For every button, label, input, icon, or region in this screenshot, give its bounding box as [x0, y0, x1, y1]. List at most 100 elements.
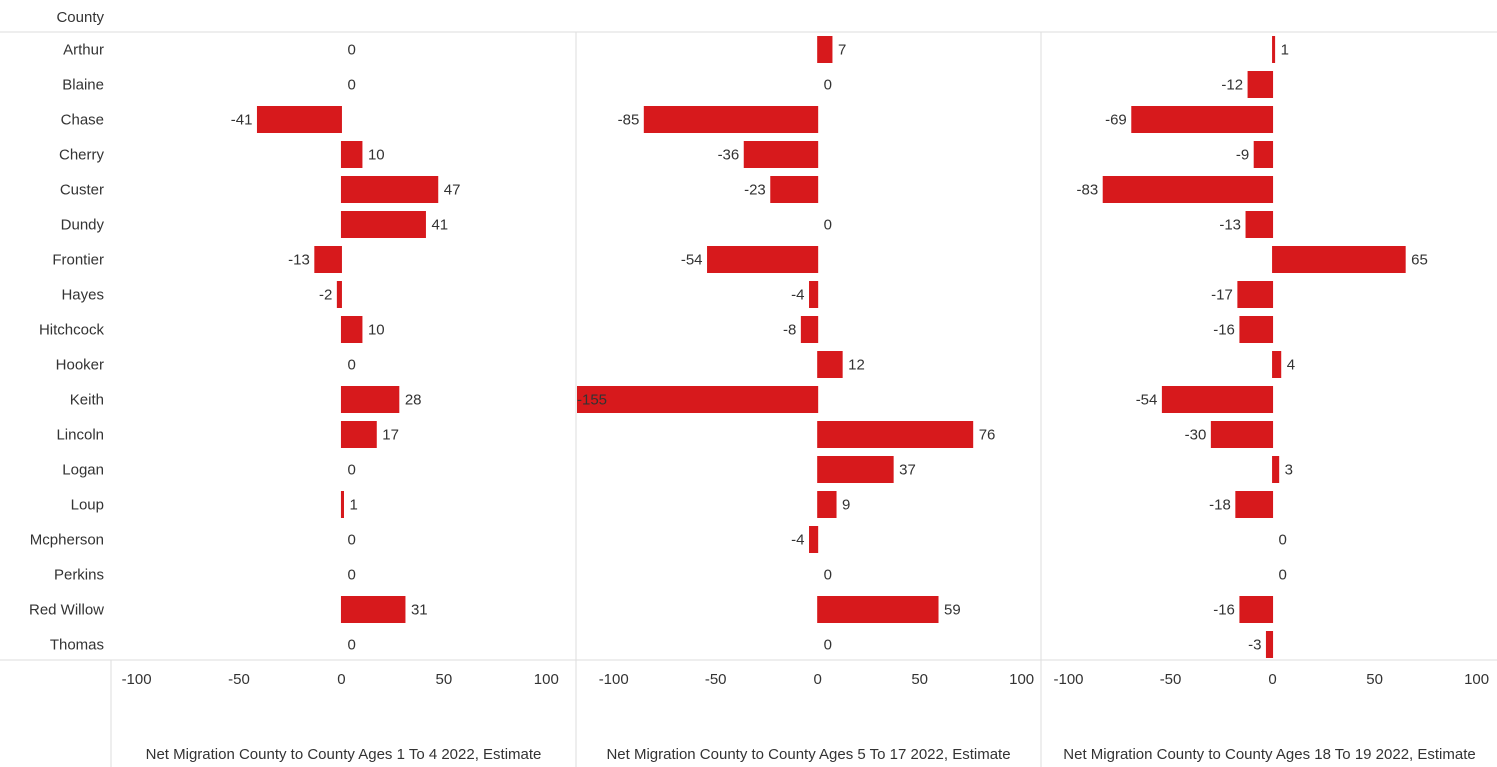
bar	[1272, 36, 1276, 63]
value-label: -4	[791, 286, 804, 303]
bar	[1239, 316, 1274, 343]
value-label: 0	[1279, 566, 1287, 583]
value-label: 0	[347, 356, 355, 373]
value-label: -54	[681, 251, 703, 268]
category-label: Arthur	[63, 41, 104, 58]
panel-title: Net Migration County to County Ages 5 To…	[606, 746, 1011, 763]
category-label: Perkins	[54, 566, 104, 583]
bar	[743, 141, 819, 168]
value-label: -30	[1185, 426, 1207, 443]
value-label: 10	[368, 146, 385, 163]
bar	[800, 316, 819, 343]
value-label: -16	[1213, 601, 1235, 618]
value-label: 0	[347, 76, 355, 93]
bar	[1272, 246, 1406, 273]
bar	[1272, 351, 1282, 378]
bar	[817, 36, 833, 63]
category-label: Keith	[70, 391, 104, 408]
category-label: Dundy	[61, 216, 105, 233]
bar	[340, 596, 406, 623]
bar	[1102, 176, 1274, 203]
x-tick-label: 50	[436, 671, 453, 688]
bar	[817, 491, 837, 518]
bar	[1237, 281, 1274, 308]
value-label: -3	[1248, 636, 1261, 653]
value-label: 0	[347, 41, 355, 58]
bar	[256, 106, 342, 133]
value-label: -18	[1209, 496, 1231, 513]
x-tick-label: -100	[1054, 671, 1084, 688]
x-tick-label: 0	[337, 671, 345, 688]
bar	[809, 281, 819, 308]
bar	[643, 106, 819, 133]
category-label: Mcpherson	[30, 531, 104, 548]
bar	[1245, 211, 1274, 238]
value-label: 0	[824, 216, 832, 233]
x-tick-label: 50	[1366, 671, 1383, 688]
panel	[256, 106, 439, 623]
bar	[1235, 491, 1274, 518]
value-label: 31	[411, 601, 428, 618]
value-label: -69	[1105, 111, 1127, 128]
value-label: 1	[1281, 41, 1289, 58]
bar	[1247, 71, 1274, 98]
value-label: 0	[347, 566, 355, 583]
category-label: Custer	[60, 181, 104, 198]
value-label: 9	[842, 496, 850, 513]
bar	[817, 596, 939, 623]
value-label: -23	[744, 181, 766, 198]
category-label: Cherry	[59, 146, 105, 163]
value-label: -16	[1213, 321, 1235, 338]
value-label: 0	[347, 461, 355, 478]
bar	[340, 386, 400, 413]
bar	[340, 176, 439, 203]
x-tick-label: 100	[534, 671, 559, 688]
x-tick-label: -50	[705, 671, 727, 688]
value-label: -13	[288, 251, 310, 268]
value-label: 4	[1287, 356, 1295, 373]
bar	[340, 491, 344, 518]
value-label: 28	[405, 391, 422, 408]
bar	[314, 246, 342, 273]
value-label: -17	[1211, 286, 1233, 303]
value-label: 65	[1411, 251, 1428, 268]
category-label: Hayes	[61, 286, 104, 303]
value-label: 0	[824, 636, 832, 653]
x-tick-label: 50	[911, 671, 928, 688]
category-label: Frontier	[52, 251, 104, 268]
panel-title: Net Migration County to County Ages 1 To…	[145, 746, 542, 763]
bar	[340, 211, 426, 238]
category-label: Chase	[61, 111, 104, 128]
value-label: 3	[1285, 461, 1293, 478]
value-label: -9	[1236, 146, 1249, 163]
category-label: Hooker	[56, 356, 104, 373]
value-label: -54	[1136, 391, 1158, 408]
value-label: -41	[231, 111, 253, 128]
category-label: Blaine	[62, 76, 104, 93]
x-tick-label: -50	[1160, 671, 1182, 688]
value-label: -8	[783, 321, 796, 338]
value-label: 10	[368, 321, 385, 338]
x-tick-label: -100	[122, 671, 152, 688]
x-tick-label: 100	[1009, 671, 1034, 688]
bar	[817, 351, 843, 378]
bar	[1253, 141, 1274, 168]
value-label: 76	[979, 426, 996, 443]
bar	[340, 316, 363, 343]
value-label: -12	[1221, 76, 1243, 93]
bar	[817, 421, 974, 448]
bar	[336, 281, 342, 308]
bar	[817, 456, 894, 483]
bar	[577, 386, 819, 413]
category-label: Red Willow	[29, 601, 104, 618]
y-axis-label: County	[56, 9, 104, 26]
value-label: -83	[1077, 181, 1099, 198]
value-label: 0	[824, 76, 832, 93]
value-label: -36	[718, 146, 740, 163]
bar	[1265, 631, 1274, 658]
bar	[1272, 456, 1280, 483]
bar	[1131, 106, 1274, 133]
value-label: 47	[444, 181, 461, 198]
bar	[1161, 386, 1274, 413]
value-label: 0	[347, 531, 355, 548]
